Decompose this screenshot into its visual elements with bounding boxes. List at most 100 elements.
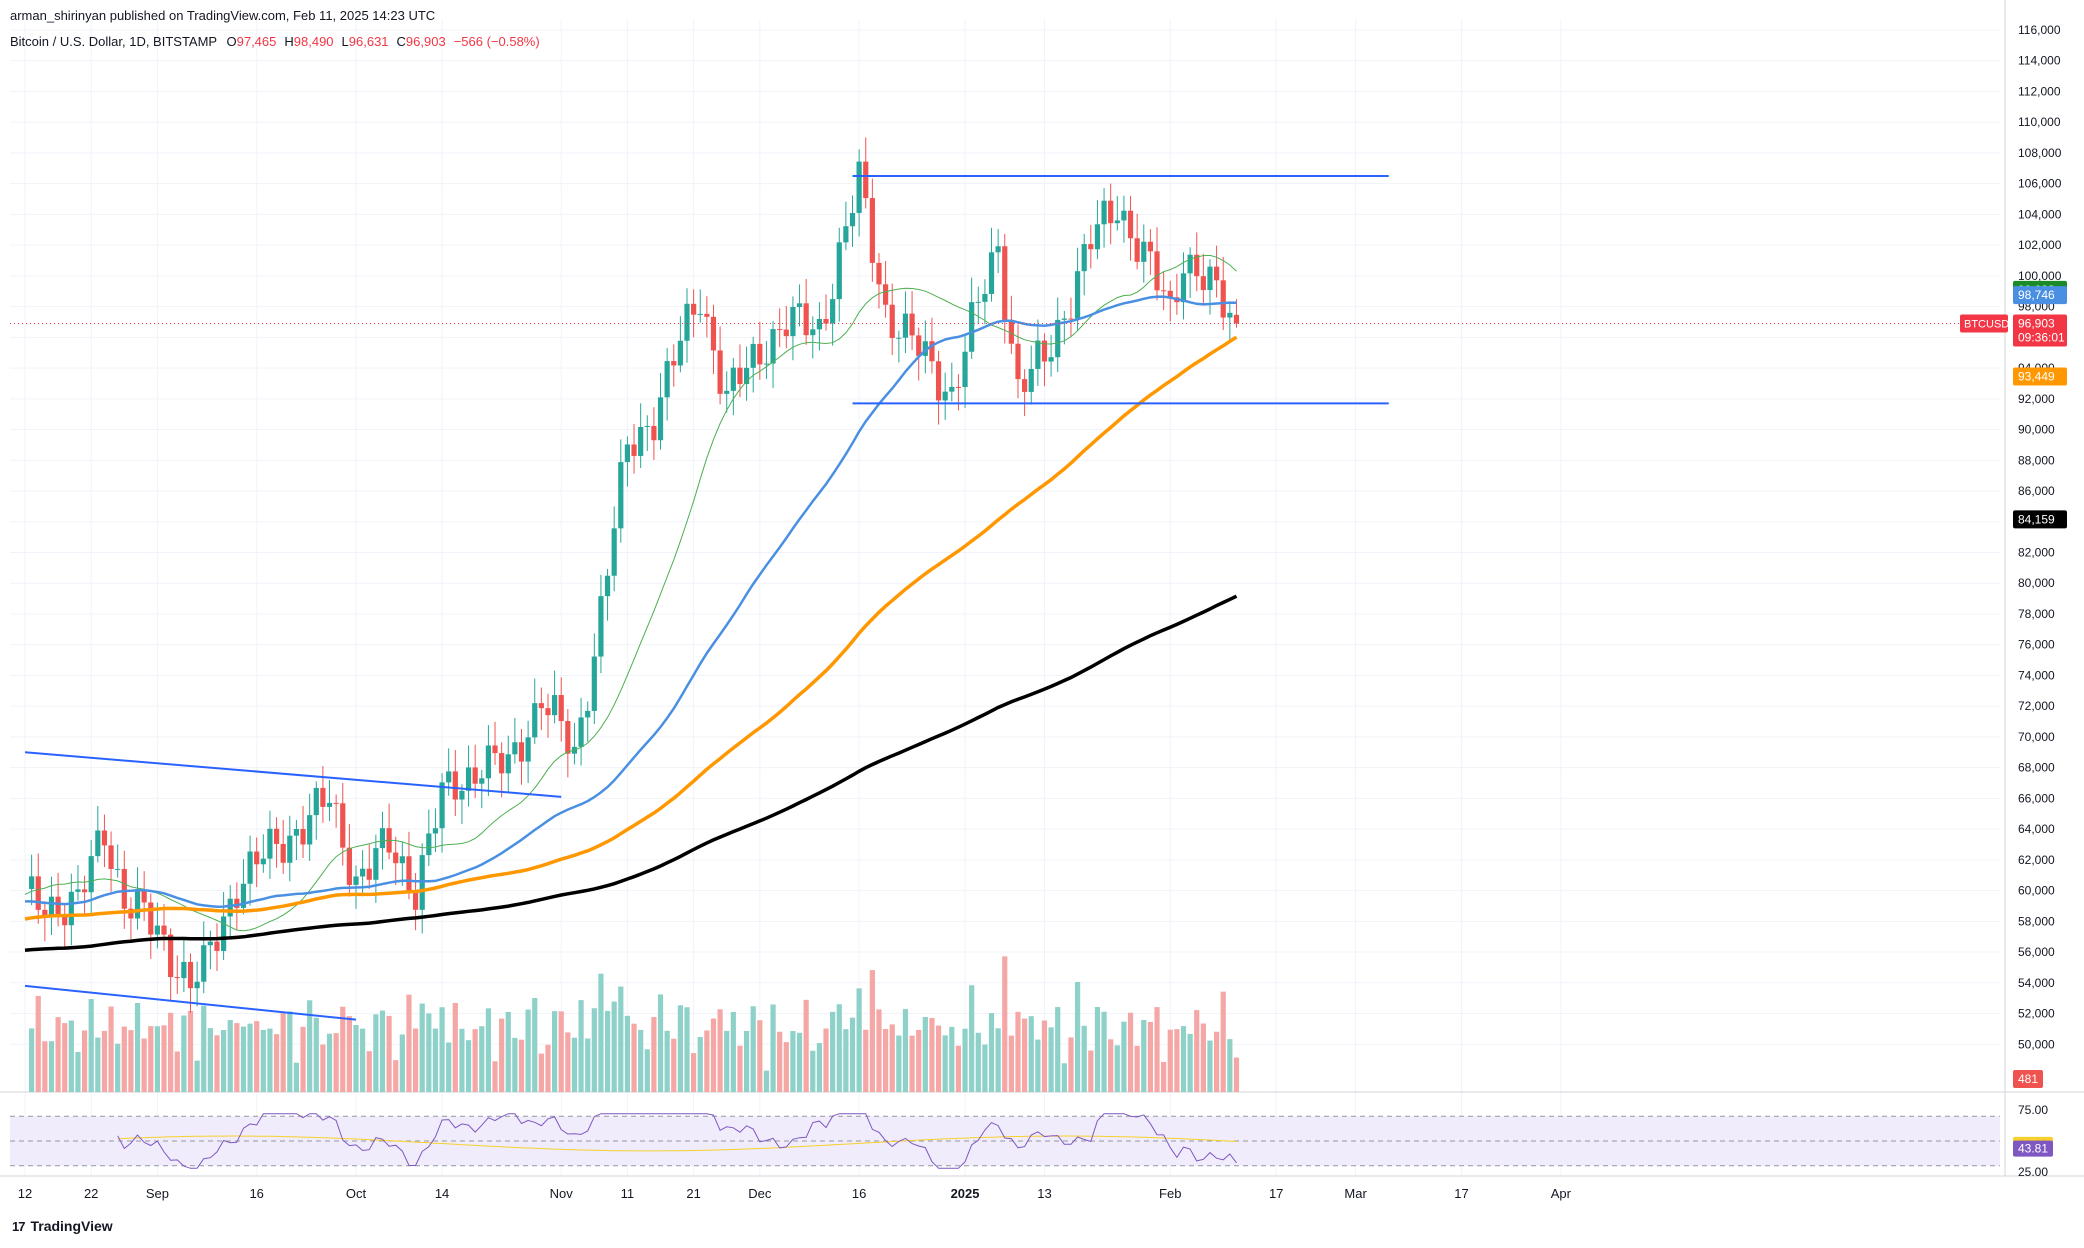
candle-body (770, 329, 776, 364)
volume-bar (360, 1028, 366, 1092)
volume-bar (1022, 1018, 1028, 1092)
ohlc-label: H (284, 34, 294, 49)
candle-body (280, 843, 286, 863)
candle-body (1141, 241, 1147, 262)
volume-bar (485, 1008, 491, 1092)
volume-bar (446, 1042, 452, 1092)
volume-bar (505, 1011, 511, 1092)
trendline (24, 751, 562, 798)
price-badge-text: 96,903 (2018, 316, 2055, 330)
price-tick-label: 108,000 (2018, 146, 2062, 160)
candle-body (81, 889, 88, 893)
candle-body (121, 868, 127, 909)
volume-bar (604, 1010, 611, 1092)
volume-bar (68, 1020, 74, 1092)
volume-bar (1227, 1039, 1233, 1092)
candle-body (1055, 319, 1061, 358)
candle-body (598, 596, 604, 657)
volume-bar (1161, 1061, 1167, 1092)
candle-body (307, 815, 313, 845)
price-badge (2013, 314, 2067, 347)
candle-body (1028, 368, 1034, 392)
candle-body (499, 753, 505, 774)
volume-bar (1134, 1045, 1140, 1092)
volume-bar (995, 1028, 1001, 1092)
volume-bar (472, 1029, 478, 1092)
candle-body (1227, 312, 1233, 318)
volume-bar (737, 1045, 743, 1092)
volume-bar (1041, 1020, 1048, 1092)
price-tick-label: 78,000 (2018, 607, 2055, 621)
price-tick-label: 60,000 (2018, 884, 2055, 898)
price-badge (2013, 510, 2067, 529)
volume-bar (896, 1035, 902, 1092)
volume-bar (307, 1000, 313, 1092)
candle-body (88, 856, 94, 893)
price-tick-label: 58,000 (2018, 914, 2055, 928)
countdown-text: 09:36:01 (2018, 330, 2065, 344)
volume-bar (883, 1028, 889, 1092)
volume-bar (293, 1062, 300, 1092)
candle-body (234, 898, 240, 908)
volume-bar (340, 1006, 346, 1092)
volume-bar (1015, 1011, 1021, 1092)
ohlc-value: 97,465 (236, 34, 277, 49)
candle-body (1068, 318, 1074, 320)
candle-body (975, 301, 981, 303)
volume-bar (1207, 1040, 1213, 1092)
candle-body (1214, 266, 1220, 281)
volume-bar (29, 1028, 35, 1092)
candle-body (1041, 340, 1048, 362)
candle-body (227, 898, 233, 917)
volume-bar (366, 1051, 372, 1092)
volume-bar (710, 1018, 717, 1092)
candles (29, 137, 1240, 1013)
volume-bar (194, 1060, 200, 1092)
volume-bar (552, 1011, 558, 1092)
price-tick-label: 100,000 (2018, 269, 2062, 283)
volume-bar (1121, 1021, 1127, 1092)
volume-bar (207, 1028, 213, 1092)
candle-body (1074, 271, 1081, 319)
price-tick-label: 56,000 (2018, 945, 2055, 959)
price-tick-label: 76,000 (2018, 638, 2055, 652)
candle-body (95, 830, 101, 857)
volume-bar (101, 1030, 108, 1092)
volume-bar (221, 1030, 227, 1092)
volume-bar (95, 1037, 101, 1092)
price-tick-label: 74,000 (2018, 668, 2055, 682)
volume-bar (843, 1029, 849, 1092)
volume-bar (565, 1032, 571, 1092)
candle-body (1121, 210, 1127, 221)
candle-body (1200, 276, 1206, 291)
volume-bar (1200, 1023, 1206, 1092)
volume-bar (234, 1023, 240, 1092)
candle-body (724, 390, 730, 394)
candle-body (333, 802, 339, 804)
tradingview-brand[interactable]: 17 TradingView (12, 1218, 113, 1234)
volume-bar (704, 1030, 710, 1092)
candle-body (969, 302, 975, 352)
candle-body (465, 767, 472, 791)
candle-body (902, 313, 909, 338)
volume-bar (174, 1051, 180, 1092)
candle-body (664, 361, 670, 398)
candle-body (823, 319, 829, 324)
volume-bar (1081, 1025, 1087, 1092)
volume-bar (1028, 1016, 1034, 1092)
volume-bar (1220, 991, 1226, 1092)
volume-bar (677, 1005, 683, 1092)
candle-body (962, 351, 968, 388)
symbol-legend[interactable]: Bitcoin / U.S. Dollar, 1D, BITSTAMP O97,… (10, 34, 542, 49)
volume-bar (280, 1012, 286, 1092)
candle-body (578, 717, 584, 747)
price-tick-label: 90,000 (2018, 423, 2055, 437)
candle-body (1167, 290, 1173, 298)
candle-body (803, 303, 809, 336)
candle-body (777, 329, 783, 331)
ma-100-line (24, 335, 1238, 921)
volume-bar (412, 1028, 419, 1092)
candle-body (856, 161, 862, 213)
